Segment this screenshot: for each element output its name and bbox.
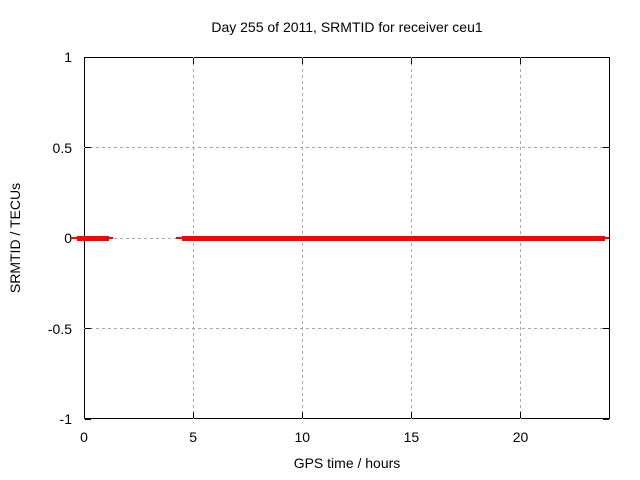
x-tick-label: 0 [80,429,88,445]
y-tick-mark-left [85,418,91,420]
x-tick-mark-top [410,58,412,64]
series-line-segment [181,235,605,241]
x-tick-mark-bottom [520,412,521,418]
x-tick-mark-bottom [410,412,412,418]
x-tick-mark-top [83,58,85,64]
x-tick-label: 10 [294,429,311,445]
y-tick-label: 1 [64,49,72,65]
x-tick-mark-bottom [83,412,85,418]
grid-line-horizontal [84,328,610,329]
y-tick-mark-right [603,328,609,329]
x-tick-label: 15 [403,429,420,445]
grid-line-horizontal [84,147,610,148]
x-tick-mark-top [520,58,521,64]
y-tick-mark-left [85,56,91,58]
x-axis-title: GPS time / hours [293,455,401,471]
y-tick-mark-right [603,418,609,420]
x-tick-label: 20 [512,429,529,445]
y-tick-label: 0 [64,230,72,246]
series-line-segment [76,235,109,241]
x-tick-label: 5 [189,429,198,445]
y-tick-label: -1 [59,411,72,427]
chart-title: Day 255 of 2011, SRMTID for receiver ceu… [211,19,483,35]
y-tick-label: -0.5 [47,320,72,337]
y-tick-mark-right [603,147,609,148]
x-tick-mark-top [301,58,303,64]
y-tick-mark-right [603,56,609,58]
y-tick-mark-left [85,328,91,329]
y-tick-mark-left [85,147,91,148]
x-tick-mark-top [192,58,194,64]
y-tick-label: 0.5 [52,139,72,156]
x-tick-mark-bottom [301,412,303,418]
x-tick-mark-bottom [192,412,194,418]
